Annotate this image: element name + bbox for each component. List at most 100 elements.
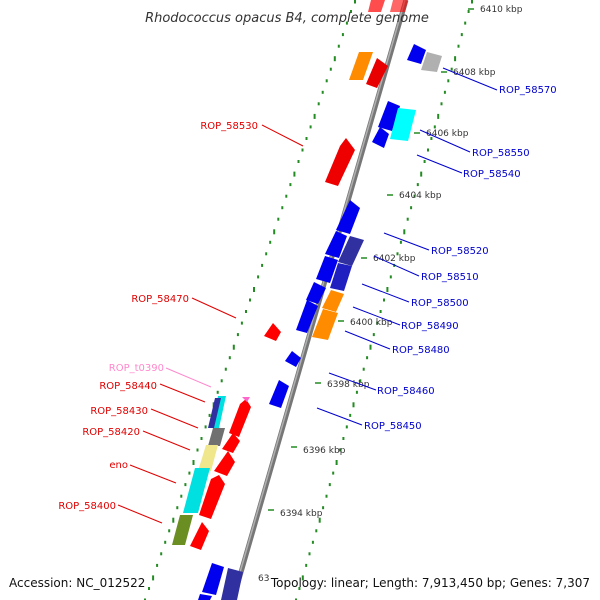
gene-label[interactable]: ROP_58470 (131, 294, 189, 305)
leader-line (373, 255, 420, 277)
kbp-label: 6404 kbp (399, 191, 442, 201)
guide-dot (369, 344, 372, 350)
gene-arrow[interactable] (269, 380, 289, 408)
gene-label[interactable]: ROP_58400 (58, 501, 116, 512)
leader-line (419, 129, 471, 153)
gene-arrow[interactable] (330, 263, 352, 291)
gene-label[interactable]: ROP_58490 (401, 321, 459, 332)
guide-dot (305, 563, 308, 567)
guide-dot (295, 598, 297, 600)
gene-arrow[interactable] (325, 231, 347, 258)
guide-dot (232, 344, 235, 350)
gene-label[interactable]: ROP_58450 (364, 421, 422, 432)
gene-label[interactable]: ROP_58530 (200, 121, 258, 132)
gene-arrow[interactable] (208, 398, 221, 428)
gene-label[interactable]: ROP_58520 (431, 246, 489, 257)
gene-arrow[interactable] (378, 101, 400, 131)
guide-dot (464, 21, 467, 25)
gene-arrow[interactable] (338, 236, 364, 266)
gene-label[interactable]: ROP_58510 (421, 272, 479, 283)
guide-dot (224, 367, 227, 371)
gene-label[interactable]: ROP_58540 (463, 169, 521, 180)
gene-arrow[interactable] (285, 351, 301, 367)
gene-label[interactable]: ROP_58420 (82, 427, 140, 438)
gene-arrow[interactable] (208, 428, 225, 446)
topology-text: Topology: linear; Length: 7,913,450 bp; … (270, 576, 590, 590)
guide-dot (467, 10, 470, 13)
gene-arrow[interactable] (202, 563, 224, 595)
guide-dot (236, 333, 239, 337)
gene-arrow[interactable] (172, 515, 193, 545)
gene-arrow[interactable] (306, 282, 326, 304)
guide-dot (184, 483, 187, 487)
gene-arrow[interactable] (421, 52, 442, 72)
gene-arrow[interactable] (322, 290, 344, 312)
gene-arrow[interactable] (221, 568, 243, 600)
gene-arrow[interactable] (199, 475, 225, 519)
gene-arrow[interactable] (242, 397, 250, 402)
guide-dot (389, 275, 392, 279)
right-labels: ROP_58570 ROP_58550 ROP_58540 ROP_58520 … (364, 85, 557, 432)
gene-arrow[interactable] (183, 468, 210, 513)
guide-dot (301, 148, 304, 152)
guide-dot (285, 194, 288, 198)
guide-dot (372, 333, 375, 337)
gene-arrow[interactable] (372, 127, 389, 148)
guide-dot (164, 540, 167, 544)
guide-dot (345, 425, 348, 429)
gene-label[interactable]: ROP_58500 (411, 298, 469, 309)
gene-label[interactable]: ROP_58430 (90, 406, 148, 417)
gene-arrow[interactable] (366, 58, 388, 88)
leader-line (316, 407, 363, 426)
gene-arrow[interactable] (296, 300, 318, 333)
gene-label[interactable]: ROP_58480 (392, 345, 450, 356)
guide-dot (341, 33, 344, 37)
guide-dot (152, 575, 155, 581)
guide-dot (329, 67, 332, 71)
gene-label[interactable]: ROP_58440 (99, 381, 157, 392)
leader-line (383, 232, 430, 251)
gene-label[interactable]: ROP_58550 (472, 148, 530, 159)
gene-arrow[interactable] (407, 44, 426, 64)
guide-dot (269, 240, 272, 244)
guide-dot (313, 113, 316, 119)
guide-dot (457, 44, 460, 48)
gene-label[interactable]: ROP_58570 (499, 85, 557, 96)
gene-arrow[interactable] (316, 256, 338, 283)
gene-arrow[interactable] (390, 108, 416, 141)
gene-arrow[interactable] (390, 0, 408, 12)
gene-label[interactable]: ROP_58460 (377, 386, 435, 397)
gene-arrow[interactable] (368, 0, 385, 12)
leader-line (416, 154, 463, 174)
gene-arrow[interactable] (214, 451, 235, 476)
guide-dot (273, 229, 276, 235)
gene-arrow[interactable] (222, 433, 240, 453)
gene-arrow[interactable] (312, 309, 338, 340)
guide-dot (403, 229, 406, 235)
guide-dot (160, 552, 163, 556)
guide-dot (308, 552, 311, 556)
gene-arrow[interactable] (229, 399, 251, 437)
guide-dot (208, 413, 211, 417)
guide-dot (301, 575, 304, 581)
gene-label[interactable]: ROP_t0390 (109, 363, 164, 374)
guide-dot (321, 90, 324, 94)
gene-arrow[interactable] (325, 138, 355, 186)
gene-arrow[interactable] (190, 522, 209, 550)
guide-dot (423, 160, 426, 163)
guide-dot (345, 21, 348, 25)
gene-label[interactable]: eno (109, 460, 128, 471)
partial-kbp-label: 63 (258, 574, 269, 584)
guide-dot (460, 33, 463, 37)
guide-dot (228, 356, 231, 360)
gene-arrow[interactable] (264, 323, 281, 341)
gene-arrow[interactable] (349, 52, 373, 80)
guide-dot (437, 113, 440, 119)
gene-arrow[interactable] (198, 594, 212, 600)
guide-dot (253, 287, 255, 292)
gene-arrow[interactable] (198, 445, 218, 471)
guide-dot (168, 529, 171, 533)
gene-arrow[interactable] (336, 200, 360, 234)
guide-dot (322, 506, 325, 510)
